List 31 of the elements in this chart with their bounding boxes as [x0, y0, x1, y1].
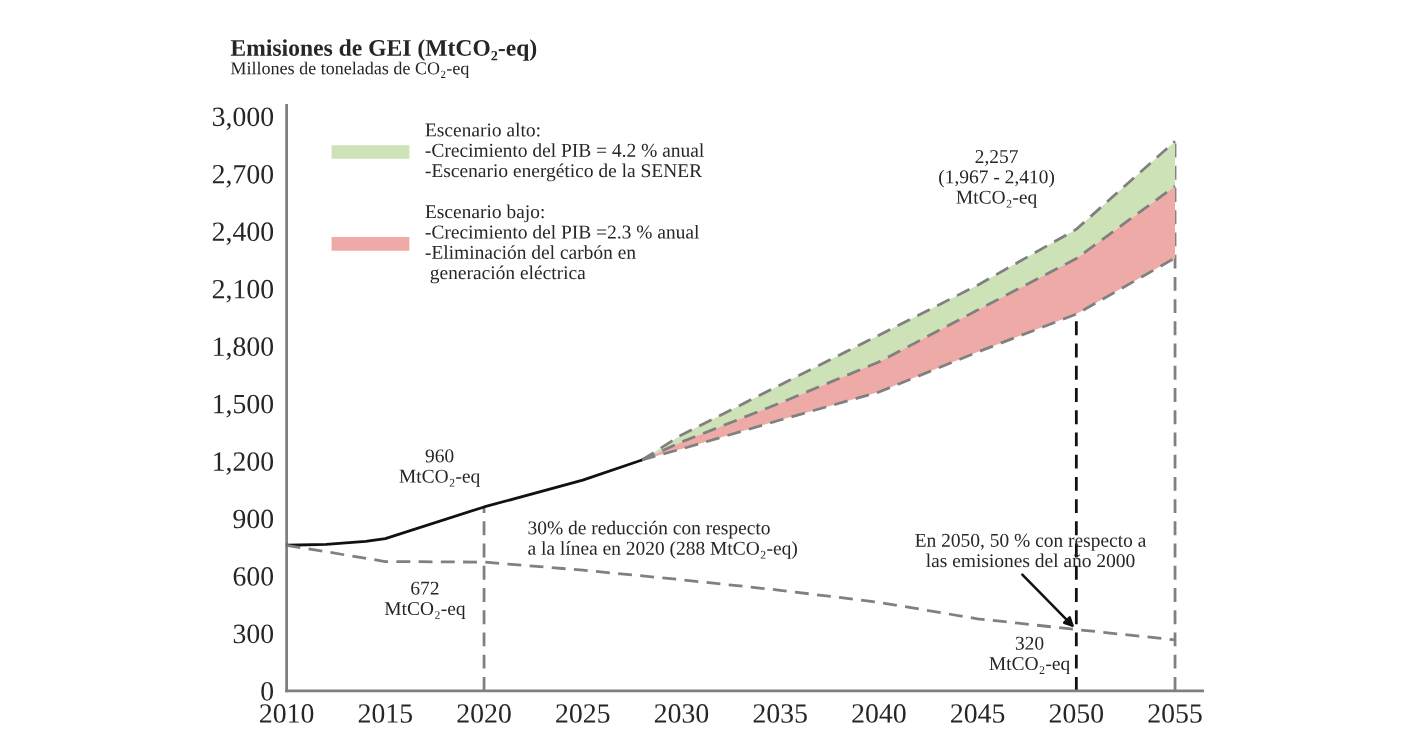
- y-tick-label: 2,400: [212, 222, 274, 246]
- x-tick-label: 2010: [260, 704, 314, 723]
- annotation: 2,257 (1,967 - 2,410) MtCO₂-eq: [939, 150, 1055, 208]
- annotation: 960 MtCO₂-eq: [399, 449, 480, 487]
- x-tick-label: 2035: [753, 704, 807, 723]
- x-tick-label: 2040: [852, 704, 906, 723]
- y-tick-label: 2,700: [212, 164, 274, 188]
- chart-title: Emisiones de GEI (MtCO₂-eq): [230, 39, 537, 61]
- y-tick-label: 1,800: [214, 337, 274, 360]
- annotation: En 2050, 50 % con respecto a las emisiones del año 2000: [915, 533, 1147, 568]
- annotation: 30% de reducción con respecto a la línea en 2020 (288 MtCO₂-eq): [528, 520, 797, 559]
- x-tick-label: 2050: [1049, 704, 1104, 723]
- y-tick-label: 300: [233, 624, 274, 644]
- y-tick-label: 900: [233, 509, 274, 529]
- x-tick-label: 2025: [556, 704, 610, 723]
- x-tick-label: 2045: [951, 704, 1005, 723]
- y-tick-label: 600: [233, 567, 274, 586]
- x-tick-label: 2030: [654, 704, 709, 723]
- legend-label: Escenario alto: -Crecimiento del PIB = 4.2 % anual -Escenario energético de la SENER: [425, 122, 704, 182]
- x-tick-label: 2020: [457, 704, 511, 723]
- y-tick-label: 1,500: [214, 394, 274, 418]
- y-tick-label: 3,000: [212, 107, 274, 131]
- legend-label: Escenario bajo: -Crecimiento del PIB =2.3 % anual -Eliminación del carbón en generación eléctrica: [425, 204, 700, 284]
- x-tick-label: 2055: [1148, 704, 1202, 723]
- chart-subtitle: Millones de toneladas de CO₂-eq: [230, 61, 470, 79]
- annotation: 672 MtCO₂-eq: [384, 581, 466, 620]
- y-tick-label: 1,200: [214, 452, 274, 475]
- y-tick-label: 0: [261, 681, 274, 701]
- x-tick-label: 2015: [358, 704, 413, 723]
- y-tick-label: 2,100: [212, 279, 274, 303]
- annotation: 320 MtCO₂-eq: [989, 636, 1070, 675]
